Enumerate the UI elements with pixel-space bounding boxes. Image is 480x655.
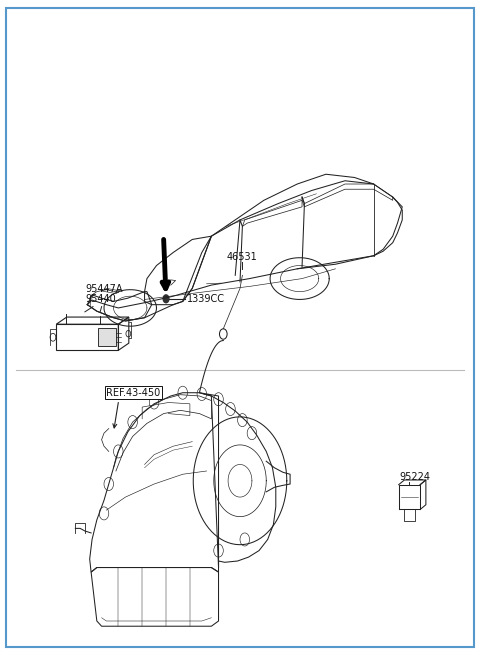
Text: 95447A: 95447A xyxy=(85,284,122,294)
Text: REF.43-450: REF.43-450 xyxy=(107,388,161,398)
Text: 46531: 46531 xyxy=(227,252,258,262)
Text: 1339CC: 1339CC xyxy=(187,294,225,304)
Circle shape xyxy=(163,295,169,303)
Polygon shape xyxy=(98,328,116,346)
Text: 95224: 95224 xyxy=(399,472,430,482)
Text: 95440: 95440 xyxy=(85,294,116,304)
